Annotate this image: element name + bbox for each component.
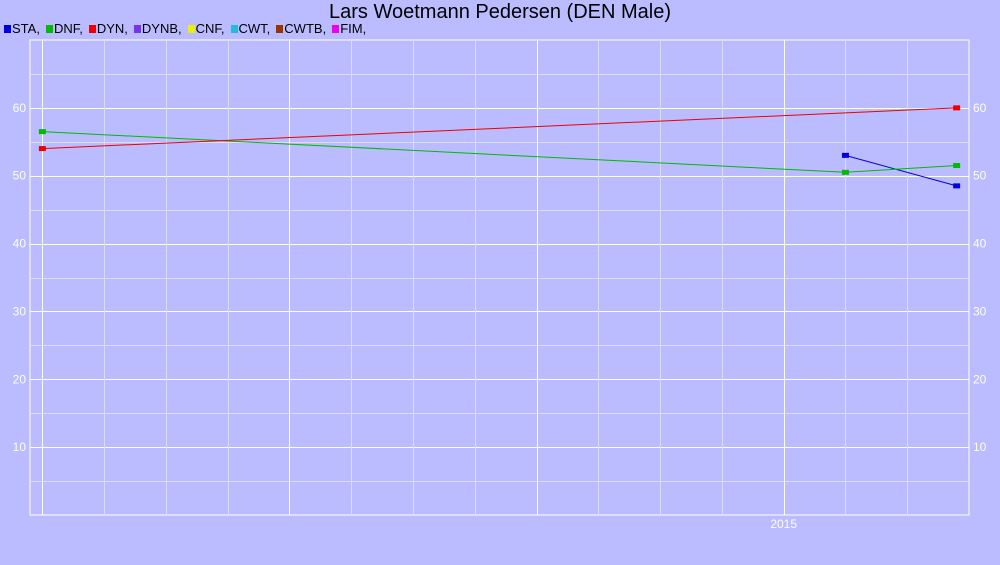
y-tick-label-right: 10: [973, 440, 987, 454]
legend-item: DNF,: [45, 21, 83, 36]
legend-swatch: [187, 25, 195, 33]
data-point-sta: [841, 152, 849, 158]
legend-label: FIM,: [340, 21, 367, 36]
y-tick-label-right: 40: [973, 237, 987, 251]
legend-swatch: [4, 25, 11, 33]
legend-item: CWT,: [230, 21, 271, 36]
chart-title: Lars Woetmann Pedersen (DEN Male): [329, 1, 671, 23]
data-point-dyn: [953, 105, 961, 111]
data-point-dnf: [841, 169, 849, 175]
legend-label: DYNB,: [141, 21, 182, 36]
plot-area: [38, 105, 961, 189]
legend-item: DYNB,: [133, 21, 182, 36]
legend: STA, DNF, DYN, DYNB, CNF, CWT, CWTB, FIM,: [4, 21, 372, 36]
legend-label: STA,: [12, 21, 40, 36]
data-point-dnf: [953, 163, 961, 169]
legend-swatch: [88, 25, 96, 33]
y-tick-label-right: 20: [973, 372, 987, 386]
y-tick-label-right: 30: [973, 304, 987, 318]
y-tick-label-left: 30: [13, 304, 27, 318]
legend-swatch: [332, 25, 340, 33]
legend-item: STA,: [4, 21, 40, 36]
legend-item: CNF,: [187, 21, 225, 36]
legend-item: FIM,: [332, 21, 366, 36]
data-point-dyn: [38, 146, 46, 152]
y-tick-label-left: 50: [13, 169, 27, 183]
x-tick-label: 2015: [770, 517, 797, 531]
legend-label: CWT,: [238, 21, 271, 36]
legend-swatch: [45, 25, 53, 33]
plot-border: [29, 39, 970, 516]
y-tick-label-left: 10: [13, 440, 27, 454]
series-line-dnf: [42, 131, 957, 173]
series-line-sta: [845, 154, 957, 187]
y-tick-label-left: 20: [13, 372, 27, 386]
chart-grid: [29, 39, 970, 516]
y-tick-label-right: 60: [973, 101, 987, 115]
tick-labels: 10 10 20 20 30 30 40 40 50 50 60 60 2015: [13, 101, 987, 531]
y-tick-label-left: 60: [13, 101, 27, 115]
y-tick-label-right: 50: [973, 169, 987, 183]
legend-label: CWTB,: [284, 21, 327, 36]
data-point-sta: [953, 183, 961, 189]
legend-label: DYN,: [96, 21, 128, 36]
legend-item: DYN,: [88, 21, 128, 36]
legend-swatch: [230, 25, 238, 33]
legend-label: CNF,: [195, 21, 225, 36]
legend-swatch: [133, 25, 141, 33]
data-point-dnf: [38, 129, 46, 135]
y-tick-label-left: 40: [13, 237, 27, 251]
legend-item: CWTB,: [276, 21, 326, 36]
legend-swatch: [276, 25, 284, 33]
series-line-dyn: [42, 107, 957, 150]
legend-label: DNF,: [53, 21, 83, 36]
